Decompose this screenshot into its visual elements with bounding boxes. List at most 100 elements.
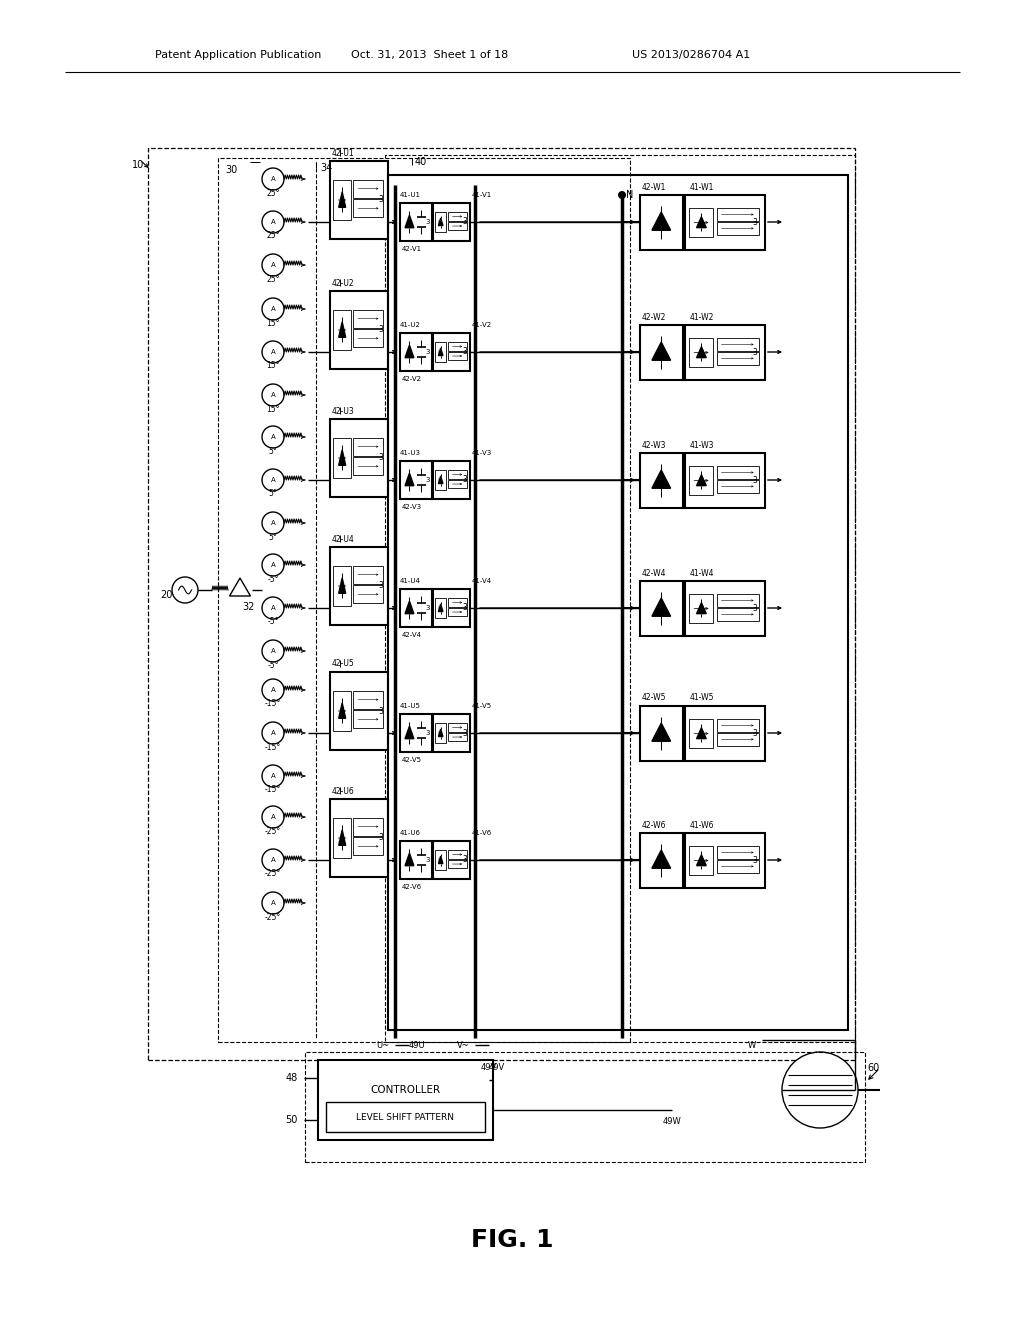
- Bar: [684, 325, 765, 380]
- Text: 3: 3: [425, 857, 430, 863]
- Bar: [435, 850, 446, 870]
- Circle shape: [262, 597, 284, 619]
- Circle shape: [262, 253, 284, 276]
- Bar: [689, 719, 714, 748]
- Text: 40: 40: [415, 157, 427, 168]
- Polygon shape: [406, 215, 414, 227]
- Bar: [400, 461, 431, 499]
- Bar: [717, 480, 759, 492]
- Polygon shape: [696, 475, 707, 486]
- Bar: [433, 589, 470, 627]
- Bar: [447, 607, 467, 616]
- Bar: [640, 325, 683, 380]
- Text: 42-U3: 42-U3: [332, 407, 354, 416]
- Text: 60: 60: [867, 1063, 880, 1073]
- Circle shape: [262, 384, 284, 407]
- Text: 42-U5: 42-U5: [332, 660, 354, 668]
- Text: 49V: 49V: [488, 1063, 505, 1072]
- Bar: [640, 581, 683, 636]
- Text: Oct. 31, 2013  Sheet 1 of 18: Oct. 31, 2013 Sheet 1 of 18: [351, 50, 509, 59]
- Bar: [447, 342, 467, 351]
- Bar: [684, 195, 765, 249]
- Circle shape: [262, 341, 284, 363]
- Text: 42-U2: 42-U2: [332, 279, 354, 288]
- Bar: [447, 470, 467, 479]
- Polygon shape: [438, 218, 443, 226]
- Circle shape: [262, 766, 284, 787]
- Text: 41-V1: 41-V1: [472, 191, 493, 198]
- Polygon shape: [652, 723, 671, 742]
- Polygon shape: [696, 216, 707, 227]
- Text: W: W: [748, 1040, 756, 1049]
- Text: 3: 3: [425, 348, 430, 355]
- Text: 41-W6: 41-W6: [689, 821, 714, 829]
- Circle shape: [262, 722, 284, 744]
- Bar: [330, 546, 388, 624]
- Bar: [330, 290, 388, 370]
- Text: 10: 10: [132, 160, 144, 170]
- Text: 42-W4: 42-W4: [642, 569, 667, 578]
- Text: 41-U6: 41-U6: [400, 830, 421, 836]
- Polygon shape: [339, 191, 346, 207]
- Text: 41-U2: 41-U2: [400, 322, 421, 327]
- Circle shape: [262, 849, 284, 871]
- Bar: [435, 470, 446, 490]
- Bar: [717, 594, 759, 607]
- Text: 42-W5: 42-W5: [642, 693, 667, 702]
- Text: 3: 3: [463, 475, 468, 484]
- Text: A: A: [270, 306, 275, 312]
- Text: 3: 3: [752, 605, 757, 612]
- Circle shape: [262, 469, 284, 491]
- Bar: [400, 333, 431, 371]
- Bar: [447, 222, 467, 231]
- Text: 3: 3: [752, 477, 757, 484]
- Polygon shape: [406, 473, 414, 486]
- Text: 41-W5: 41-W5: [689, 693, 714, 702]
- Bar: [385, 154, 855, 1041]
- Polygon shape: [438, 605, 443, 611]
- Bar: [717, 466, 759, 479]
- Bar: [400, 203, 431, 242]
- Bar: [148, 148, 855, 1060]
- Bar: [689, 594, 714, 623]
- Text: -5°: -5°: [267, 660, 279, 669]
- Bar: [334, 180, 351, 220]
- Text: 3: 3: [378, 706, 383, 715]
- Bar: [447, 850, 467, 859]
- Polygon shape: [696, 727, 707, 739]
- Polygon shape: [696, 855, 707, 866]
- Bar: [330, 161, 388, 239]
- Text: 5°: 5°: [268, 490, 278, 499]
- Text: 41-V2: 41-V2: [472, 322, 493, 327]
- Text: A: A: [270, 520, 275, 525]
- Text: 41-U1: 41-U1: [400, 191, 421, 198]
- Polygon shape: [696, 603, 707, 614]
- Text: 42-V4: 42-V4: [402, 632, 422, 638]
- Text: N: N: [627, 190, 634, 201]
- Circle shape: [262, 640, 284, 663]
- Text: 42-V1: 42-V1: [402, 246, 422, 252]
- Circle shape: [262, 892, 284, 913]
- Text: 42-W6: 42-W6: [642, 821, 667, 829]
- Bar: [400, 714, 431, 752]
- Text: LEVEL SHIFT PATTERN: LEVEL SHIFT PATTERN: [356, 1113, 455, 1122]
- Text: 3: 3: [463, 218, 468, 227]
- Bar: [353, 180, 383, 198]
- Text: V~: V~: [457, 1040, 469, 1049]
- Text: 3: 3: [752, 855, 757, 865]
- Bar: [689, 846, 714, 875]
- Text: 3: 3: [378, 582, 383, 590]
- Bar: [640, 195, 683, 249]
- Text: 42-W1: 42-W1: [642, 182, 667, 191]
- Polygon shape: [652, 342, 671, 360]
- Circle shape: [618, 191, 626, 199]
- Text: 15°: 15°: [266, 404, 280, 413]
- Bar: [388, 176, 848, 1030]
- Polygon shape: [339, 578, 346, 593]
- Bar: [305, 1052, 865, 1162]
- Polygon shape: [652, 598, 671, 616]
- Text: 42-U6: 42-U6: [332, 787, 354, 796]
- Text: 3: 3: [378, 833, 383, 842]
- Bar: [717, 338, 759, 351]
- Polygon shape: [652, 213, 671, 230]
